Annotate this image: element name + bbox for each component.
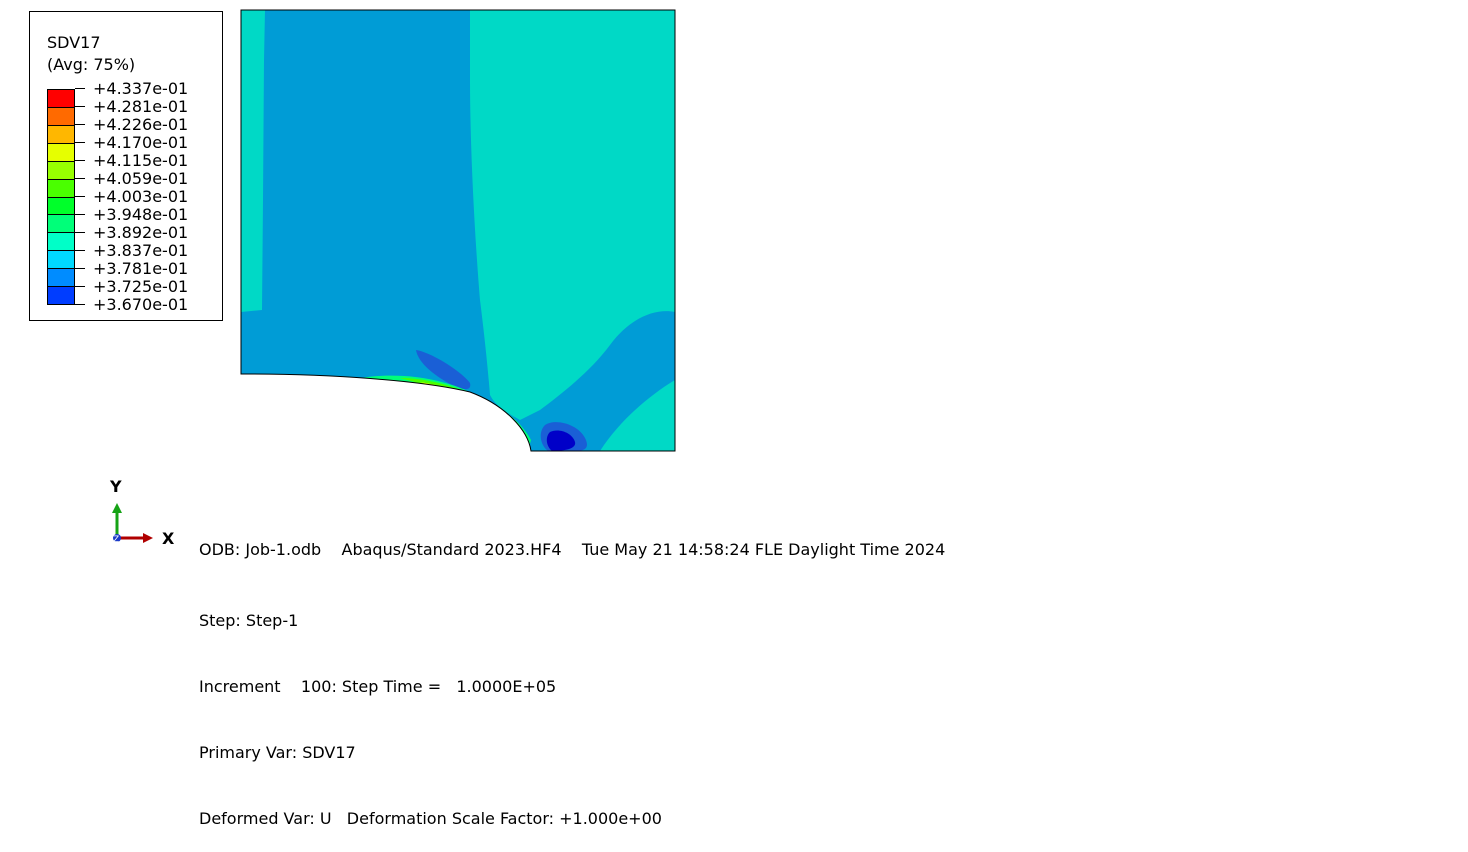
legend-tick-label: +3.837e-01 bbox=[75, 242, 188, 260]
z-axis-marker bbox=[113, 534, 121, 542]
legend-swatch bbox=[48, 197, 74, 216]
x-axis-arrowhead bbox=[143, 533, 153, 543]
legend-tick-label: +4.003e-01 bbox=[75, 188, 188, 206]
legend-title: SDV17 (Avg: 75%) bbox=[47, 32, 135, 76]
viewport-info: ODB: Job-1.odb Abaqus/Standard 2023.HF4 … bbox=[199, 495, 945, 852]
legend-tick-label: +4.337e-01 bbox=[75, 80, 188, 98]
triad-y-label: Y bbox=[109, 477, 122, 496]
contour-plot bbox=[241, 10, 675, 451]
legend-swatch bbox=[48, 287, 74, 305]
legend-swatch bbox=[48, 251, 74, 270]
legend-tick-label: +3.725e-01 bbox=[75, 278, 188, 296]
legend-tick-label: +4.281e-01 bbox=[75, 98, 188, 116]
legend-swatch bbox=[48, 233, 74, 252]
legend-tick-label: +3.670e-01 bbox=[75, 296, 188, 314]
legend-swatch bbox=[48, 107, 74, 126]
legend-swatch bbox=[48, 90, 74, 108]
legend-tick-label: +4.170e-01 bbox=[75, 134, 188, 152]
legend-tick-label: +3.781e-01 bbox=[75, 260, 188, 278]
contour-region-right-bottom bbox=[600, 380, 675, 451]
legend-tick-label: +4.226e-01 bbox=[75, 116, 188, 134]
odb-info-line: ODB: Job-1.odb Abaqus/Standard 2023.HF4 … bbox=[199, 540, 946, 559]
deformed-var-line: Deformed Var: U Deformation Scale Factor… bbox=[199, 809, 662, 828]
primary-var-line: Primary Var: SDV17 bbox=[199, 743, 356, 762]
contour-region-dark-blue bbox=[416, 350, 471, 390]
y-axis-arrowhead bbox=[112, 503, 122, 513]
legend-tick-label: +4.115e-01 bbox=[75, 152, 188, 170]
legend-tick-label: +3.892e-01 bbox=[75, 224, 188, 242]
legend-variable: SDV17 bbox=[47, 33, 101, 52]
legend-tick-label: +4.059e-01 bbox=[75, 170, 188, 188]
legend-color-bar bbox=[47, 89, 75, 305]
legend-tick-label: +3.948e-01 bbox=[75, 206, 188, 224]
increment-line: Increment 100: Step Time = 1.0000E+05 bbox=[199, 677, 557, 696]
legend-swatch bbox=[48, 161, 74, 180]
legend-swatch bbox=[48, 125, 74, 144]
legend-swatch bbox=[48, 179, 74, 198]
step-line: Step: Step-1 bbox=[199, 611, 299, 630]
legend-averaging: (Avg: 75%) bbox=[47, 55, 136, 74]
model-viewport[interactable] bbox=[0, 0, 700, 460]
triad-z-label: Z bbox=[113, 535, 119, 545]
contour-legend: SDV17 (Avg: 75%) +4.337e-01 +4.281e-01 +4.… bbox=[29, 11, 223, 321]
legend-swatch bbox=[48, 269, 74, 288]
view-triad: Y X Z bbox=[109, 477, 175, 548]
contour-region-left-edge bbox=[241, 10, 265, 312]
contour-region-minimum bbox=[546, 430, 576, 451]
part-outline bbox=[240, 9, 676, 452]
triad-x-label: X bbox=[162, 529, 175, 548]
legend-swatch bbox=[48, 143, 74, 162]
contour-region-cyan bbox=[470, 10, 675, 420]
legend-swatch bbox=[48, 215, 74, 234]
